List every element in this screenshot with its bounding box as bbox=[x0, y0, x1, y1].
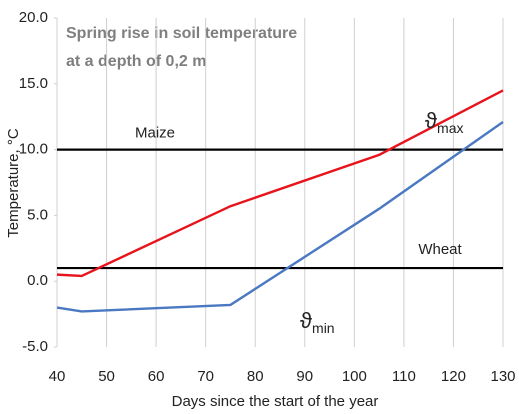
series-label: ϑmin bbox=[300, 308, 335, 336]
y-tick-label: 20.0 bbox=[19, 9, 48, 26]
series-subscript: max bbox=[437, 120, 463, 136]
reference-label: Maize bbox=[135, 125, 175, 142]
x-tick-label: 90 bbox=[296, 368, 313, 385]
x-tick-label: 60 bbox=[148, 368, 165, 385]
x-tick-label: 100 bbox=[342, 368, 367, 385]
reference-label: Wheat bbox=[418, 241, 462, 258]
y-tick-label: -5.0 bbox=[22, 338, 48, 355]
chart-title: at a depth of 0,2 m bbox=[66, 53, 206, 70]
x-tick-label: 110 bbox=[392, 368, 416, 385]
x-axis-label: Days since the start of the year bbox=[172, 393, 379, 410]
x-tick-label: 40 bbox=[49, 368, 66, 385]
x-tick-label: 70 bbox=[197, 368, 214, 385]
x-tick-label: 130 bbox=[490, 368, 515, 385]
x-tick-label: 50 bbox=[98, 368, 115, 385]
series-line bbox=[56, 120, 504, 313]
chart-title: Spring rise in soil temperature bbox=[66, 25, 297, 42]
series-subscript: min bbox=[312, 320, 335, 336]
series-symbol: ϑ bbox=[425, 108, 437, 133]
y-tick-label: 15.0 bbox=[19, 75, 48, 92]
y-tick-label: 5.0 bbox=[27, 206, 48, 223]
series-symbol: ϑ bbox=[300, 308, 312, 333]
y-axis-label: Temperature, °C bbox=[5, 128, 22, 238]
x-tick-label: 120 bbox=[441, 368, 466, 385]
y-tick-label: 10.0 bbox=[19, 141, 48, 158]
x-tick-label: 80 bbox=[247, 368, 264, 385]
y-tick-label: 0.0 bbox=[27, 272, 48, 289]
series-line bbox=[56, 89, 504, 278]
series-label: ϑmax bbox=[425, 108, 463, 136]
